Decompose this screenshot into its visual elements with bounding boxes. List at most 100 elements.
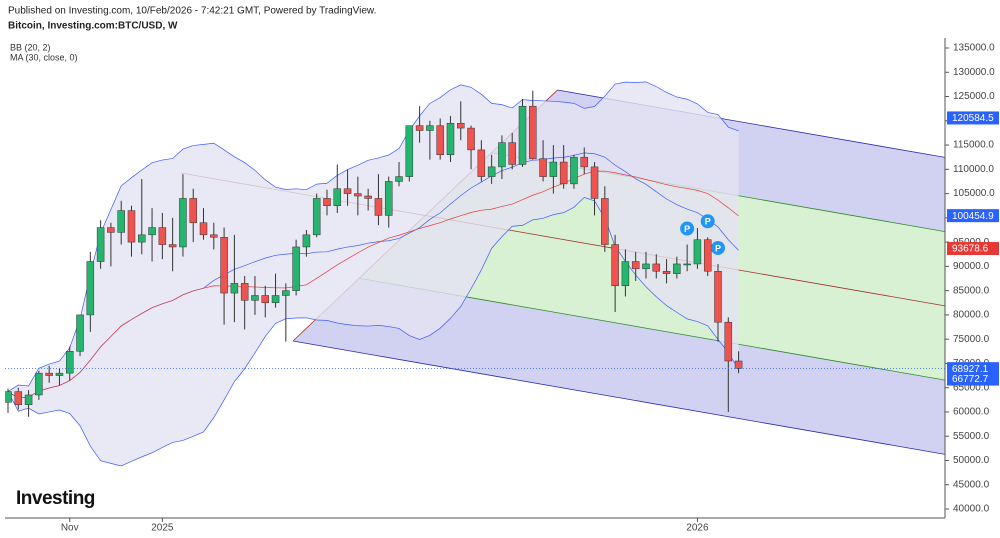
candle-body: [724, 321, 733, 362]
candle-body: [168, 244, 177, 248]
candle-body: [189, 198, 197, 223]
price-label-box: [947, 242, 999, 256]
candle-body: [539, 158, 547, 177]
candle-body: [611, 244, 619, 287]
event-marker-label: P: [715, 243, 721, 253]
candle-body: [415, 125, 424, 131]
candle-body: [14, 391, 23, 405]
price-label: 93678.6: [952, 244, 989, 255]
candle-body: [117, 210, 125, 233]
y-tick-label: 45000.0: [953, 479, 990, 490]
y-tick-label: 90000.0: [953, 261, 990, 272]
event-marker-label: P: [684, 224, 690, 234]
candle-body: [693, 239, 702, 265]
y-tick-label: 105000.0: [953, 188, 995, 199]
bb-upper: [7, 81, 739, 392]
candle-body: [282, 290, 290, 296]
candle-body: [426, 125, 434, 131]
indicator-legend: BB (20, 2)MA (30, close, 0): [10, 42, 78, 62]
candle-body: [734, 360, 743, 369]
y-tick-label: 135000.0: [953, 43, 995, 54]
candle-body: [590, 166, 599, 199]
candle-body: [292, 246, 300, 291]
candle-body: [374, 198, 383, 216]
y-tick-label: 55000.0: [953, 431, 990, 442]
price-label: 68927.1: [952, 364, 989, 375]
candle-body: [333, 188, 342, 206]
ma-line: [7, 170, 739, 399]
candle-body: [35, 372, 43, 396]
candle-body: [5, 391, 12, 403]
candle-body: [138, 234, 146, 243]
candle-body: [179, 198, 187, 248]
candle-body: [714, 270, 722, 323]
candle-body: [354, 193, 362, 197]
plot-area: P P P: [5, 81, 945, 467]
y-tick-label: 60000.0: [953, 407, 990, 418]
candle-body: [446, 122, 455, 156]
candle-body: [220, 237, 228, 294]
candle-body: [580, 156, 588, 168]
indicator-label: BB (20, 2): [10, 42, 51, 52]
candle-body: [601, 198, 609, 245]
candle-body: [703, 239, 712, 272]
pitchfork-zone: [293, 278, 945, 455]
candle-body: [199, 222, 208, 236]
candle-body: [65, 351, 74, 374]
candle-body: [55, 372, 64, 376]
y-tick-label: 40000.0: [953, 504, 990, 515]
x-tick-label: Nov: [61, 523, 79, 534]
y-tick-label: 110000.0: [953, 164, 994, 175]
candle-body: [487, 166, 496, 177]
price-label-box: [947, 209, 999, 223]
candle-body: [457, 122, 465, 129]
y-tick-label: 130000.0: [953, 67, 995, 78]
price-label-box: [947, 372, 999, 386]
candle-body: [477, 149, 486, 177]
y-tick-label: 85000.0: [953, 285, 990, 296]
candle-body: [251, 295, 259, 301]
candle-body: [621, 261, 630, 287]
candle-body: [508, 142, 516, 165]
pitchfork-zone: [359, 215, 945, 381]
y-tick-label: 65000.0: [953, 382, 990, 393]
y-tick-label: 50000.0: [953, 455, 990, 466]
candle-body: [384, 181, 393, 216]
price-label: 120584.5: [952, 113, 994, 124]
candle-body: [24, 394, 33, 405]
price-label-box: [947, 111, 999, 125]
candle-body: [96, 227, 105, 262]
candle-body: [127, 210, 136, 243]
candle-body: [570, 156, 578, 185]
candle-body: [261, 295, 269, 304]
y-tick-label: 125000.0: [953, 91, 995, 102]
candle-body: [148, 227, 156, 236]
candle-body: [673, 263, 681, 274]
candle-body: [683, 263, 691, 266]
y-tick-label: 80000.0: [953, 310, 990, 321]
candle-body: [559, 161, 568, 185]
candle-body: [230, 283, 239, 294]
y-tick-label: 115000.0: [953, 140, 994, 151]
candle-body: [240, 283, 249, 301]
candle-body: [498, 142, 506, 168]
candle-body: [86, 261, 95, 316]
y-tick-label: 75000.0: [953, 334, 990, 345]
candle-body: [436, 125, 444, 156]
candle-body: [76, 314, 84, 352]
candle-body: [271, 295, 280, 304]
candle-body: [312, 198, 321, 236]
event-marker: [711, 240, 726, 255]
candle-body: [518, 105, 527, 165]
candle-body: [364, 195, 372, 199]
symbol-title: Bitcoin, Investing.com:BTC/USD, W: [8, 21, 178, 32]
candle-body: [529, 105, 537, 159]
candle-body: [343, 188, 352, 194]
candle-body: [652, 263, 661, 272]
candle-body: [642, 263, 650, 270]
event-marker: [700, 214, 715, 229]
x-tick-label: 2025: [151, 523, 174, 534]
candle-body: [323, 198, 331, 206]
price-label: 66772.7: [952, 374, 989, 385]
